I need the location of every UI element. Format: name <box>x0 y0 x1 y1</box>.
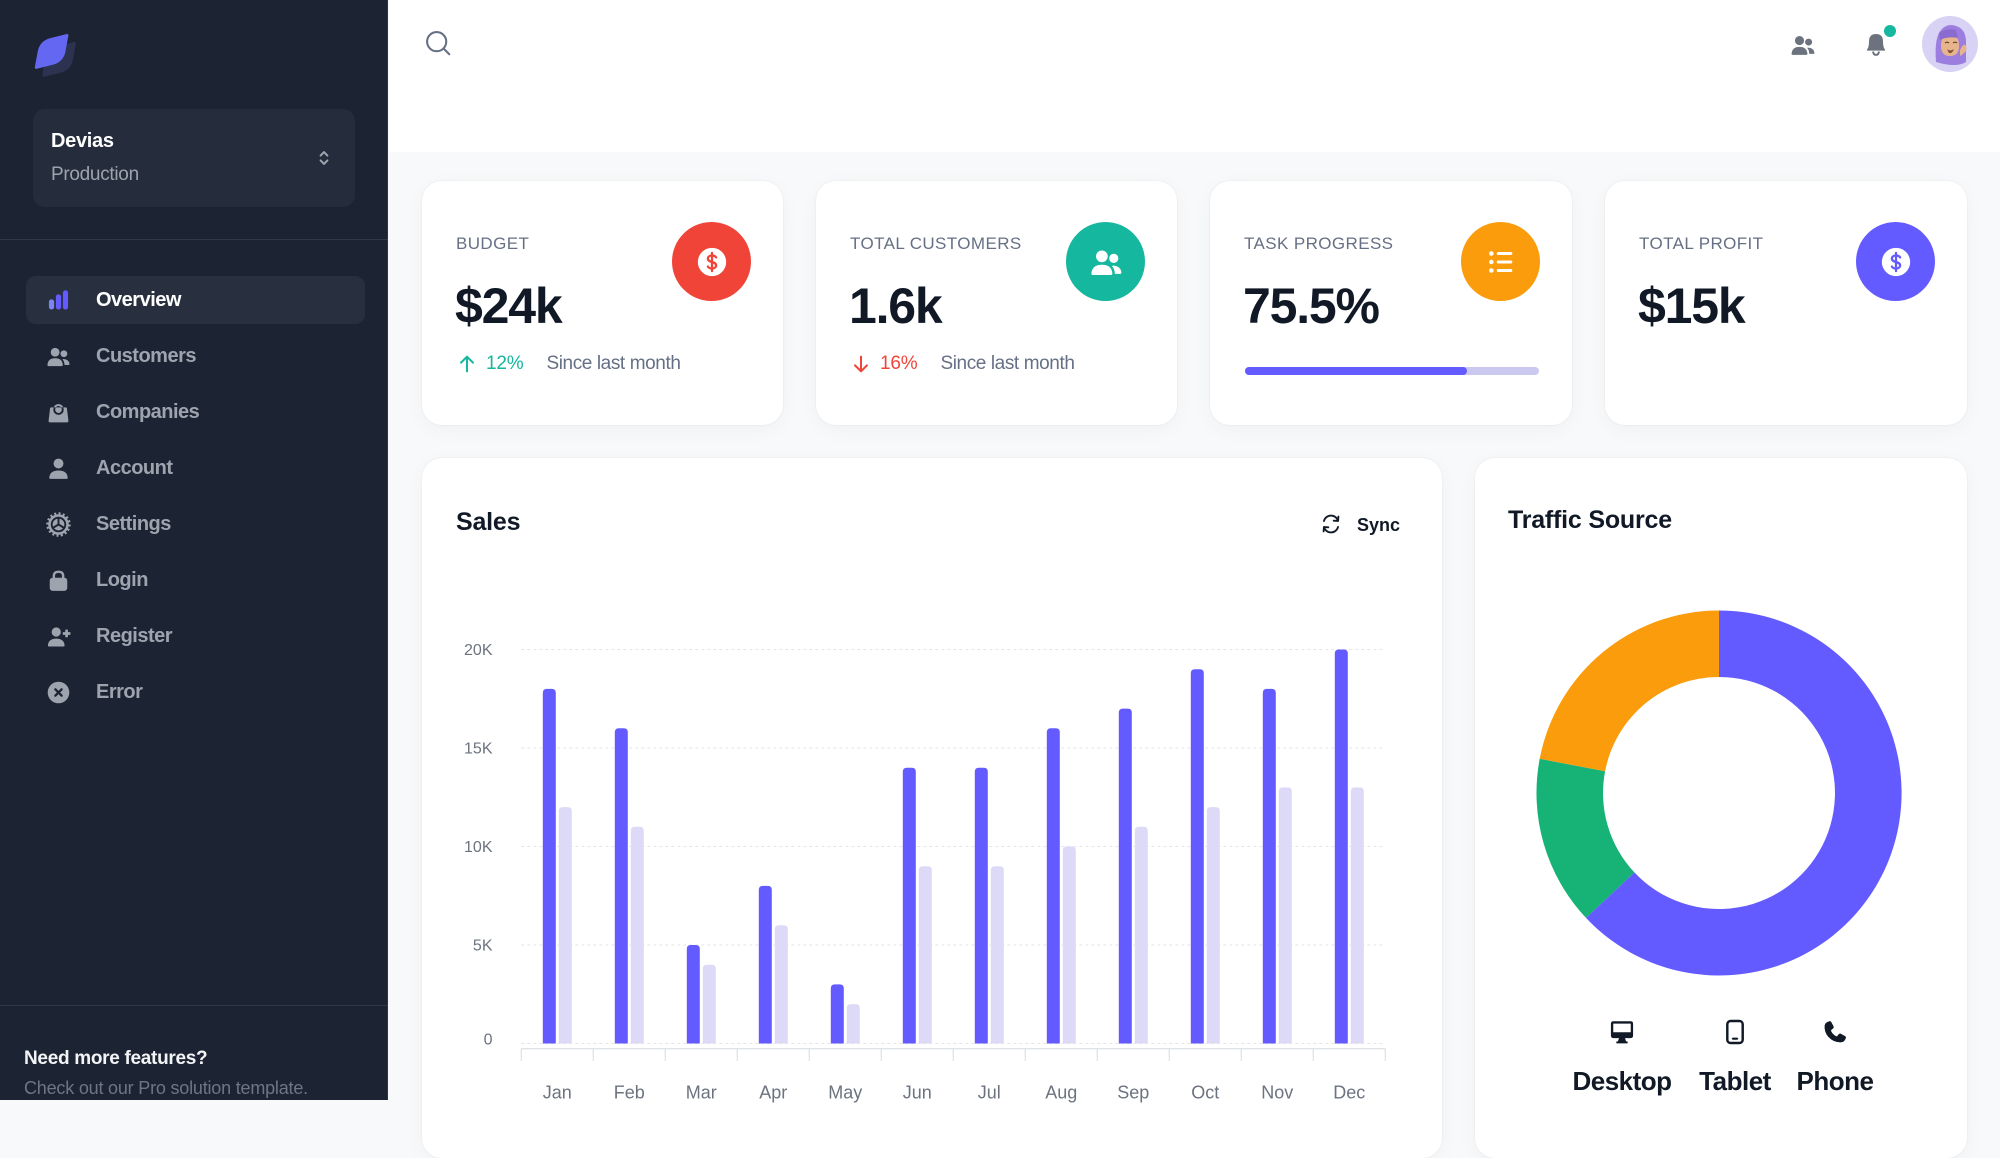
svg-text:Jun: Jun <box>903 1083 932 1103</box>
svg-text:Apr: Apr <box>759 1083 787 1103</box>
svg-text:May: May <box>828 1083 862 1103</box>
svg-text:Aug: Aug <box>1045 1083 1077 1103</box>
svg-text:Jan: Jan <box>543 1083 572 1103</box>
svg-text:5K: 5K <box>473 938 493 955</box>
svg-text:Feb: Feb <box>614 1083 645 1103</box>
svg-text:Sep: Sep <box>1117 1083 1149 1103</box>
svg-text:Dec: Dec <box>1333 1083 1365 1103</box>
svg-text:Jul: Jul <box>978 1083 1001 1103</box>
svg-text:Oct: Oct <box>1191 1083 1219 1103</box>
svg-text:15K: 15K <box>464 741 493 758</box>
svg-text:Mar: Mar <box>686 1083 717 1103</box>
svg-text:10K: 10K <box>464 839 493 856</box>
svg-text:20K: 20K <box>464 642 493 659</box>
svg-text:Nov: Nov <box>1261 1083 1293 1103</box>
svg-text:0: 0 <box>484 1032 493 1049</box>
